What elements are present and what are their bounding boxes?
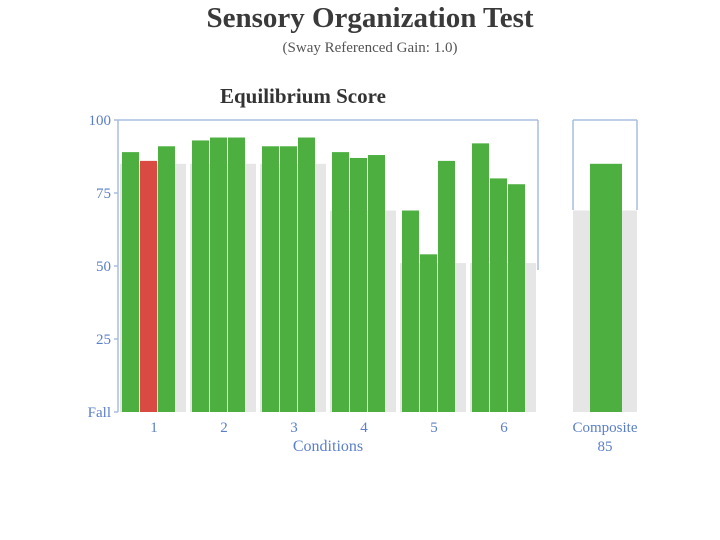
page-subtitle: (Sway Referenced Gain: 1.0) — [282, 40, 458, 56]
y-tick-label: Fall — [88, 405, 111, 421]
bar-condition-4-trial-3 — [368, 155, 385, 413]
y-tick-label: 50 — [96, 259, 111, 275]
x-tick-label: 5 — [430, 420, 438, 436]
x-tick-label: 1 — [150, 420, 158, 436]
bar-condition-5-trial-3 — [438, 160, 455, 412]
bar-condition-4-trial-1 — [332, 152, 349, 412]
bar-condition-3-trial-3 — [298, 137, 315, 412]
bar-condition-1-trial-1 — [122, 152, 139, 412]
x-tick-label: 2 — [220, 420, 228, 436]
bar-condition-1-trial-3 — [158, 146, 175, 412]
bar-condition-4-trial-2 — [350, 157, 367, 412]
bar-condition-2-trial-1 — [192, 140, 209, 412]
x-tick-label: 4 — [360, 420, 368, 436]
bar-condition-3-trial-1 — [262, 146, 279, 412]
bar-condition-6-trial-2 — [490, 178, 507, 412]
bar-condition-6-trial-1 — [472, 143, 489, 413]
bar-condition-6-trial-3 — [508, 184, 525, 412]
chart-title: Equilibrium Score — [220, 84, 386, 108]
bar-condition-2-trial-3 — [228, 137, 245, 412]
y-tick-label: 25 — [96, 332, 111, 348]
x-axis-label: Conditions — [293, 438, 363, 455]
composite-label: Composite — [572, 420, 637, 436]
y-tick-label: 75 — [96, 186, 111, 202]
bar-condition-5-trial-1 — [402, 210, 419, 412]
bar-condition-3-trial-2 — [280, 146, 297, 412]
bar-condition-5-trial-2 — [420, 254, 437, 412]
composite-value-label: 85 — [598, 439, 613, 455]
bar-composite — [590, 163, 622, 412]
y-tick-label: 100 — [89, 113, 112, 129]
x-tick-label: 3 — [290, 420, 298, 436]
bar-condition-2-trial-2 — [210, 137, 227, 412]
x-tick-label: 6 — [500, 420, 508, 436]
bar-condition-1-trial-2 — [140, 160, 157, 412]
page-title: Sensory Organization Test — [206, 2, 534, 34]
